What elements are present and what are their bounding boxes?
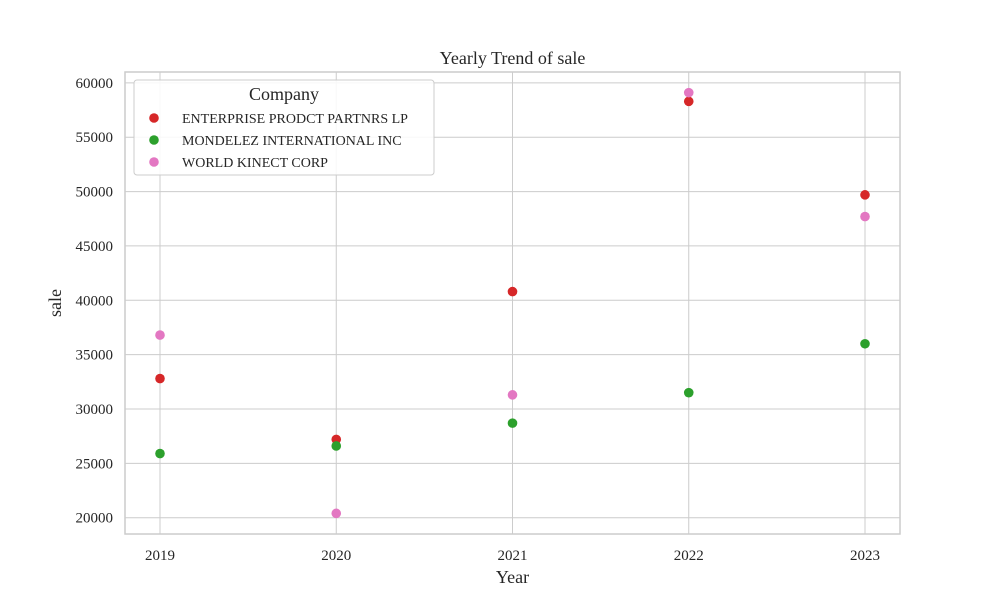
x-tick-label: 2019 [145, 548, 175, 564]
y-tick-label: 55000 [76, 130, 114, 146]
x-tick-label: 2020 [321, 548, 351, 564]
y-tick-label: 45000 [76, 239, 114, 255]
x-tick-labels: 2019 2020 2021 2022 2023 [145, 548, 880, 564]
y-tick-label: 40000 [76, 293, 114, 309]
data-point [507, 418, 518, 428]
legend-label: ENTERPRISE PRODCT PARTNRS LP [182, 112, 408, 127]
legend-marker [149, 113, 159, 123]
data-point [860, 190, 870, 200]
data-point [507, 286, 518, 297]
data-point [331, 441, 342, 451]
legend-label: WORLD KINECT CORP [182, 156, 328, 171]
legend-marker [149, 135, 159, 145]
data-point [507, 390, 518, 400]
legend-marker [149, 157, 159, 167]
data-point [683, 87, 694, 98]
x-tick-label: 2022 [674, 548, 704, 564]
chart-title: Yearly Trend of sale [440, 48, 586, 68]
legend-title: Company [249, 84, 319, 104]
legend: Company ENTERPRISE PRODCT PARTNRS LP MOND… [133, 79, 435, 176]
y-tick-label: 60000 [76, 76, 114, 92]
gridlines [125, 72, 900, 534]
y-tick-label: 50000 [76, 185, 114, 201]
legend-box [133, 79, 435, 176]
y-tick-label: 35000 [76, 348, 114, 364]
y-tick-label: 20000 [76, 511, 114, 527]
plot-frame [124, 71, 901, 535]
data-point [683, 96, 694, 107]
y-tick-label: 25000 [76, 456, 114, 472]
data-point [155, 330, 165, 340]
y-tick-labels: 20000 25000 30000 35000 40000 45000 50000 55000… [76, 76, 114, 527]
data-point [860, 211, 870, 222]
data-point [683, 387, 694, 398]
x-tick-label: 2023 [850, 548, 880, 564]
y-axis-title: sale [45, 289, 65, 317]
legend-items: ENTERPRISE PRODCT PARTNRS LP MONDELEZ INT… [149, 112, 408, 171]
data-point [155, 448, 165, 459]
x-axis-title: Year [496, 567, 529, 587]
y-tick-label: 30000 [76, 402, 114, 418]
data-point [331, 508, 342, 519]
data-point [860, 338, 870, 349]
data-points [155, 87, 870, 519]
legend-label: MONDELEZ INTERNATIONAL INC [182, 134, 402, 149]
x-tick-label: 2021 [498, 548, 528, 564]
data-point [155, 373, 165, 384]
